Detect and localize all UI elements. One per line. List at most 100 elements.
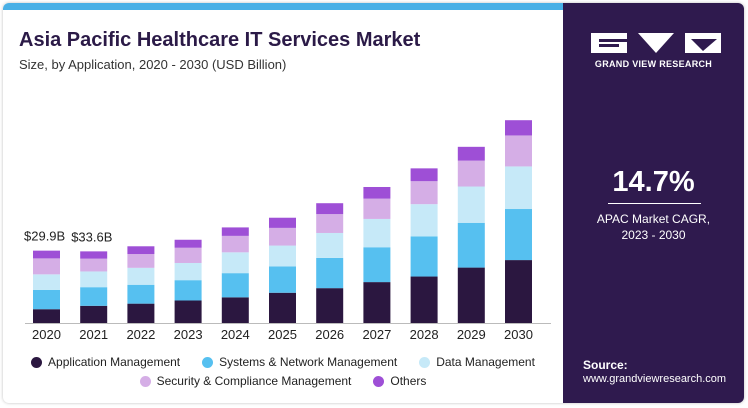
bar-segment-2027-series-3 (363, 198, 391, 219)
bar-segment-2021-series-1 (80, 287, 108, 306)
data-label-2021: $33.6B (71, 229, 112, 244)
bar-segment-2025-series-2 (269, 245, 296, 267)
legend-swatch (373, 375, 385, 387)
bar-segment-2021-series-0 (80, 305, 108, 323)
bar-segment-2025-series-3 (269, 227, 296, 246)
source-url[interactable]: www.grandviewresearch.com (583, 373, 727, 385)
bar-segment-2020-series-4 (33, 250, 60, 259)
sidebar-panel: GRAND VIEW RESEARCH 14.7% APAC Market CA… (563, 3, 744, 403)
cagr-value: 14.7% (612, 166, 695, 198)
bar-segment-2030-series-1 (505, 209, 532, 261)
bar-segment-2026-series-4 (316, 203, 344, 215)
bar-segment-2026-series-1 (316, 257, 344, 289)
bar-segment-2027-series-2 (363, 218, 391, 248)
bar-segment-2029-series-3 (457, 160, 485, 187)
bar-segment-2025-series-0 (269, 292, 296, 323)
bar-segment-2023-series-0 (174, 300, 202, 323)
bar-segment-2024-series-3 (221, 235, 249, 253)
bar-segment-2028-series-4 (410, 168, 438, 182)
x-tick-label: 2027 (362, 327, 391, 342)
x-tick-label: 2024 (221, 327, 250, 342)
x-tick-label: 2028 (410, 327, 439, 342)
divider (608, 203, 701, 204)
source-label: Source: (583, 358, 628, 372)
bar-segment-2030-series-2 (505, 166, 532, 210)
bar-segment-2022-series-3 (127, 254, 155, 268)
bar-segment-2027-series-0 (363, 282, 391, 323)
legend-item-others: Others (373, 374, 426, 388)
bar-segment-2028-series-0 (410, 276, 438, 323)
bar-segment-2024-series-0 (221, 297, 249, 323)
bar-segment-2021-series-2 (80, 271, 108, 288)
bar-segment-2029-series-1 (457, 222, 485, 268)
data-label-2020: $29.9B (24, 229, 65, 244)
bar-segment-2027-series-4 (363, 186, 391, 199)
bar-segment-2021-series-3 (80, 258, 108, 272)
stacked-bar-chart: 2020 2021 2022 2023 2024 2025 2026 2027 2028 2029… (24, 120, 551, 342)
bar-segment-2022-series-4 (127, 246, 155, 255)
legend-item-data-management: Data Management (419, 355, 535, 369)
bar-segment-2030-series-3 (505, 135, 532, 167)
bar-segment-2022-series-1 (127, 284, 155, 304)
legend-swatch (31, 356, 43, 368)
legend-swatch (419, 356, 431, 368)
bar-segment-2026-series-2 (316, 232, 344, 258)
x-tick-label: 2030 (504, 327, 533, 342)
cagr-label: APAC Market CAGR, 2023 - 2030 (563, 211, 744, 243)
bar-segment-2025-series-1 (269, 266, 296, 293)
legend-label: Application Management (48, 355, 181, 369)
x-tick-label: 2020 (32, 327, 61, 342)
bar-segment-2023-series-3 (174, 247, 202, 263)
legend-item-security-compliance-management: Security & Compliance Management (139, 374, 352, 388)
bar-segment-2029-series-0 (457, 267, 485, 323)
bar-segment-2028-series-3 (410, 181, 438, 205)
bar-segment-2030-series-0 (505, 260, 532, 323)
bar-segment-2029-series-2 (457, 186, 485, 223)
accent-bar (3, 3, 563, 10)
bar-segment-2027-series-1 (363, 247, 391, 283)
x-tick-label: 2026 (315, 327, 344, 342)
legend-item-application-management: Application Management (31, 355, 180, 369)
bar-segment-2024-series-4 (221, 227, 249, 236)
bar-segment-2029-series-4 (457, 146, 485, 161)
legend-swatch (202, 356, 214, 368)
bar-segment-2026-series-3 (316, 214, 344, 233)
bar-segment-2021-series-4 (80, 251, 108, 259)
legend-label: Systems & Network Management (219, 355, 398, 369)
bar-segment-2020-series-1 (33, 289, 60, 310)
bar-segment-2024-series-2 (221, 252, 249, 274)
x-tick-label: 2025 (268, 327, 297, 342)
bar-segment-2028-series-2 (410, 204, 438, 237)
bar-segment-2023-series-1 (174, 280, 202, 301)
x-tick-label: 2023 (174, 327, 203, 342)
bar-segment-2024-series-1 (221, 273, 249, 298)
bar-segment-2025-series-4 (269, 217, 296, 228)
legend-item-systems-network-management: Systems & Network Management (202, 355, 397, 369)
bar-segment-2023-series-2 (174, 262, 202, 281)
bar-segment-2020-series-0 (33, 309, 60, 323)
bar-segment-2022-series-0 (127, 303, 155, 323)
bar-segment-2020-series-2 (33, 274, 60, 290)
grand-view-research-logo-icon (591, 33, 721, 53)
x-tick-label: 2029 (457, 327, 486, 342)
x-tick-label: 2021 (79, 327, 108, 342)
cagr-label-line2: 2023 - 2030 (621, 228, 686, 242)
bar-segment-2020-series-3 (33, 258, 60, 275)
legend-row-1: Application Management Systems & Network… (3, 355, 563, 369)
bar-segment-2023-series-4 (174, 239, 202, 248)
legend-row-2: Security & Compliance Management Others (3, 374, 563, 388)
bar-segment-2030-series-4 (505, 120, 532, 136)
legend-label: Others (390, 374, 427, 388)
chart-card: Asia Pacific Healthcare IT Services Mark… (3, 3, 744, 403)
chart-subtitle: Size, by Application, 2020 - 2030 (USD B… (19, 57, 287, 72)
legend-label: Security & Compliance Management (156, 374, 352, 388)
cagr-label-line1: APAC Market CAGR, (596, 212, 711, 226)
bar-segment-2022-series-2 (127, 267, 155, 285)
legend-swatch (139, 375, 151, 387)
legend-label: Data Management (436, 355, 535, 369)
brand-name: GRAND VIEW RESEARCH (594, 59, 713, 69)
bar-segment-2028-series-1 (410, 236, 438, 277)
chart-title: Asia Pacific Healthcare IT Services Mark… (19, 29, 421, 51)
x-tick-label: 2022 (126, 327, 155, 342)
bar-segment-2026-series-0 (316, 288, 344, 323)
